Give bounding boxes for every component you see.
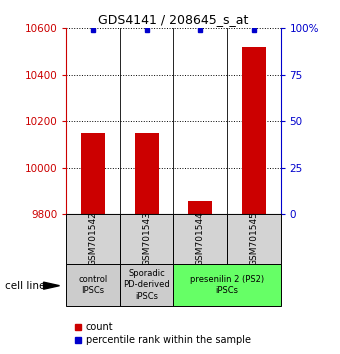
Bar — [120, 264, 173, 306]
Polygon shape — [44, 282, 60, 289]
Bar — [188, 201, 212, 214]
Text: GSM701545: GSM701545 — [249, 211, 258, 267]
Legend: count, percentile rank within the sample: count, percentile rank within the sample — [71, 319, 255, 349]
Bar — [173, 214, 227, 264]
Bar — [81, 133, 105, 214]
Bar — [173, 264, 280, 306]
Bar — [66, 214, 120, 264]
Title: GDS4141 / 208645_s_at: GDS4141 / 208645_s_at — [98, 13, 249, 26]
Text: GSM701542: GSM701542 — [89, 212, 98, 266]
Bar — [227, 214, 280, 264]
Text: presenilin 2 (PS2)
iPSCs: presenilin 2 (PS2) iPSCs — [190, 275, 264, 295]
Bar — [120, 214, 173, 264]
Text: GSM701544: GSM701544 — [196, 212, 205, 266]
Text: control
IPSCs: control IPSCs — [79, 275, 108, 295]
Bar — [66, 264, 120, 306]
Text: Sporadic
PD-derived
iPSCs: Sporadic PD-derived iPSCs — [123, 269, 170, 301]
Bar — [135, 133, 159, 214]
Text: GSM701543: GSM701543 — [142, 211, 151, 267]
Bar — [242, 47, 266, 214]
Text: cell line: cell line — [5, 281, 46, 291]
